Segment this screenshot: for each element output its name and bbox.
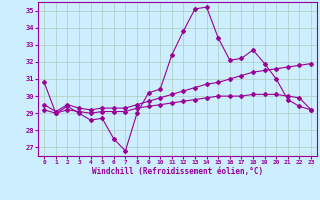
X-axis label: Windchill (Refroidissement éolien,°C): Windchill (Refroidissement éolien,°C) [92,167,263,176]
